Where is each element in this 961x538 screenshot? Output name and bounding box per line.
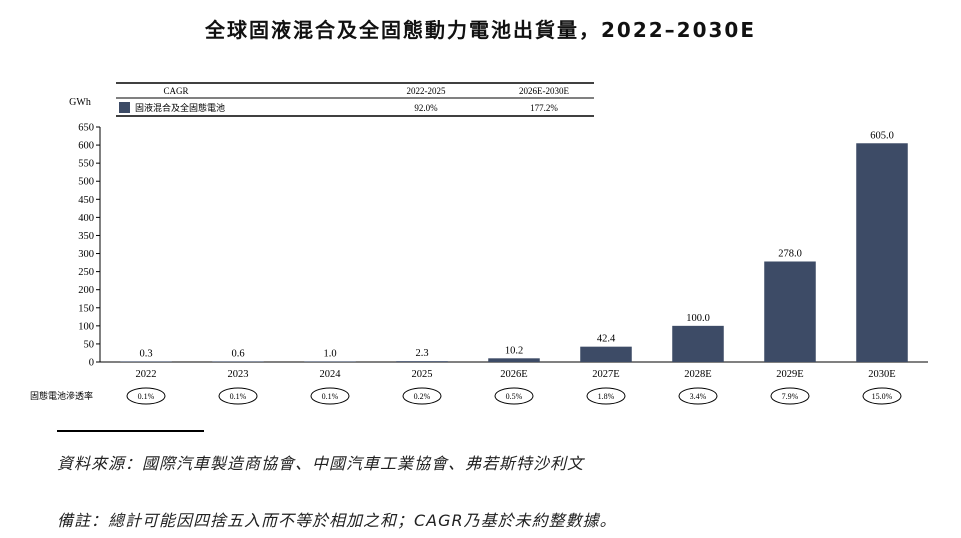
y-tick-label: 350 bbox=[78, 231, 94, 242]
bar bbox=[396, 361, 448, 362]
penetration-value: 0.1% bbox=[230, 392, 247, 401]
cagr-table-header: CAGR bbox=[163, 86, 188, 96]
cagr-table-header: 2026E-2030E bbox=[519, 86, 569, 96]
cagr-value: 177.2% bbox=[530, 103, 558, 113]
x-tick-label: 2022 bbox=[136, 369, 157, 380]
penetration-value: 0.2% bbox=[414, 392, 431, 401]
penetration-value: 0.1% bbox=[322, 392, 339, 401]
x-tick-label: 2030E bbox=[868, 369, 895, 380]
bar bbox=[120, 361, 172, 362]
bar-value-label: 0.3 bbox=[139, 348, 152, 359]
bar-chart: GWh 0 50 100 150 200 250 300 350 400 450 500 550 600 6… bbox=[30, 82, 928, 405]
footnote: 備註：總計可能因四捨五入而不等於相加之和；CAGR乃基於未約整數據。 bbox=[57, 511, 617, 530]
bar bbox=[212, 361, 264, 362]
y-tick-label: 50 bbox=[84, 339, 95, 350]
bar-value-label: 278.0 bbox=[778, 248, 802, 259]
y-tick-label: 200 bbox=[78, 285, 94, 296]
y-tick-label: 0 bbox=[89, 358, 94, 369]
cagr-value: 92.0% bbox=[414, 103, 438, 113]
y-tick-label: 550 bbox=[78, 159, 94, 170]
penetration-oval bbox=[402, 387, 442, 405]
y-tick-label: 250 bbox=[78, 267, 94, 278]
bar bbox=[488, 358, 540, 362]
y-tick-label: 150 bbox=[78, 303, 94, 314]
penetration-oval bbox=[494, 387, 534, 405]
x-tick-label: 2023 bbox=[228, 369, 249, 380]
bar bbox=[304, 361, 356, 362]
y-tick-label: 450 bbox=[78, 195, 94, 206]
penetration-oval bbox=[218, 387, 258, 405]
legend-series-label: 固液混合及全固態電池 bbox=[135, 102, 225, 114]
bar-value-label: 2.3 bbox=[415, 348, 428, 359]
bar-value-label: 10.2 bbox=[505, 345, 523, 356]
penetration-oval bbox=[678, 387, 718, 405]
bar-value-label: 605.0 bbox=[870, 130, 894, 141]
y-tick-label: 100 bbox=[78, 321, 94, 332]
bar bbox=[580, 346, 632, 362]
bar bbox=[764, 261, 816, 362]
penetration-oval bbox=[586, 387, 626, 405]
bar-value-label: 100.0 bbox=[686, 313, 710, 324]
x-tick-label: 2029E bbox=[776, 369, 803, 380]
x-tick-label: 2026E bbox=[500, 369, 527, 380]
penetration-value: 15.0% bbox=[872, 392, 893, 401]
penetration-value: 3.4% bbox=[690, 392, 707, 401]
bar-value-label: 1.0 bbox=[323, 348, 336, 359]
source-note: 資料來源：國際汽車製造商協會、中國汽車工業協會、弗若斯特沙利文 bbox=[57, 454, 585, 473]
x-tick-label: 2028E bbox=[684, 369, 711, 380]
bar bbox=[672, 325, 724, 362]
chart-title: 全球固液混合及全固態動力電池出貨量，2022–2030E bbox=[205, 18, 756, 42]
legend-swatch bbox=[119, 102, 130, 113]
y-tick-label: 500 bbox=[78, 177, 94, 188]
bar-value-label: 42.4 bbox=[597, 334, 616, 345]
y-tick-label: 300 bbox=[78, 249, 94, 260]
cagr-table-header: 2022-2025 bbox=[407, 86, 446, 96]
y-tick-label: 400 bbox=[78, 213, 94, 224]
penetration-value: 0.1% bbox=[138, 392, 155, 401]
penetration-oval bbox=[310, 387, 350, 405]
x-tick-label: 2025 bbox=[412, 369, 433, 380]
y-tick-label: 600 bbox=[78, 141, 94, 152]
bar bbox=[856, 143, 908, 362]
penetration-oval bbox=[126, 387, 166, 405]
penetration-value: 0.5% bbox=[506, 392, 523, 401]
y-tick-label: 650 bbox=[78, 123, 94, 134]
y-axis-unit: GWh bbox=[69, 97, 91, 108]
penetration-oval bbox=[862, 387, 902, 405]
x-tick-label: 2027E bbox=[592, 369, 619, 380]
penetration-oval bbox=[770, 387, 810, 405]
penetration-value: 1.8% bbox=[598, 392, 615, 401]
penetration-row-label: 固態電池滲透率 bbox=[30, 390, 93, 402]
footnote-divider bbox=[57, 430, 204, 432]
x-tick-label: 2024 bbox=[320, 369, 342, 380]
bar-value-label: 0.6 bbox=[231, 348, 244, 359]
penetration-value: 7.9% bbox=[782, 392, 799, 401]
